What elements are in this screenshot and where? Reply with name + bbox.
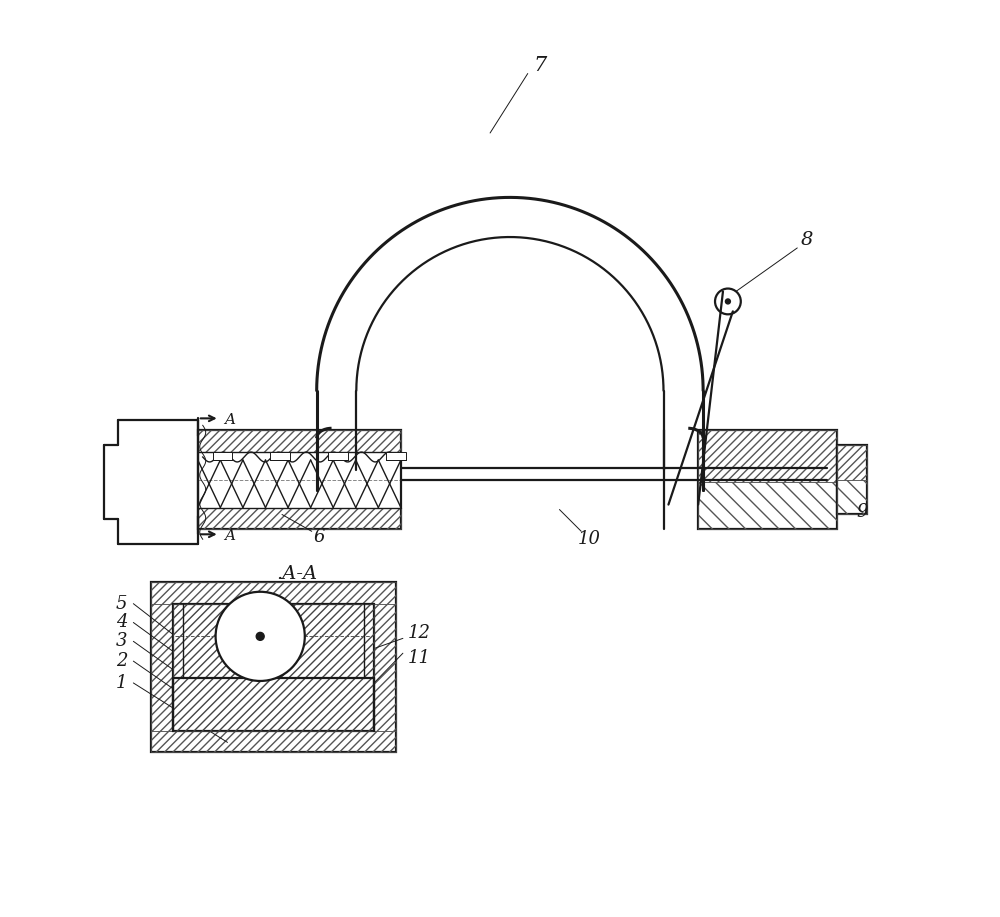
Circle shape [725, 299, 730, 304]
Bar [173, 603, 374, 731]
Text: A: A [224, 414, 235, 427]
Bar [198, 430, 401, 452]
Bar [151, 582, 396, 603]
Text: .A-A: .A-A [276, 565, 317, 583]
Bar [213, 452, 232, 460]
Text: 4: 4 [116, 613, 127, 632]
Bar [386, 452, 406, 460]
Text: 8: 8 [801, 231, 813, 249]
Bar [698, 430, 837, 481]
Text: 3: 3 [116, 633, 127, 650]
Bar [198, 507, 401, 529]
Text: 5: 5 [116, 594, 127, 613]
Bar [151, 603, 173, 731]
Text: 10: 10 [578, 530, 601, 548]
Bar [698, 430, 837, 529]
Bar [837, 445, 867, 514]
Text: 1: 1 [116, 674, 127, 692]
Text: 6: 6 [314, 528, 325, 547]
Text: 12: 12 [408, 624, 431, 643]
Bar [151, 582, 396, 752]
Bar [374, 603, 396, 731]
Bar [837, 445, 867, 480]
Circle shape [256, 633, 264, 640]
Circle shape [216, 591, 305, 681]
Bar [698, 481, 837, 529]
Bar [173, 678, 374, 731]
Text: 7: 7 [533, 56, 546, 75]
Text: A: A [224, 529, 235, 543]
Bar [198, 430, 401, 529]
Text: 11: 11 [408, 649, 431, 668]
Bar [270, 452, 290, 460]
Text: 9: 9 [856, 503, 867, 521]
Text: 2: 2 [116, 652, 127, 670]
Bar [173, 603, 374, 678]
Bar [151, 731, 396, 752]
Bar [328, 452, 348, 460]
Bar [837, 480, 867, 514]
